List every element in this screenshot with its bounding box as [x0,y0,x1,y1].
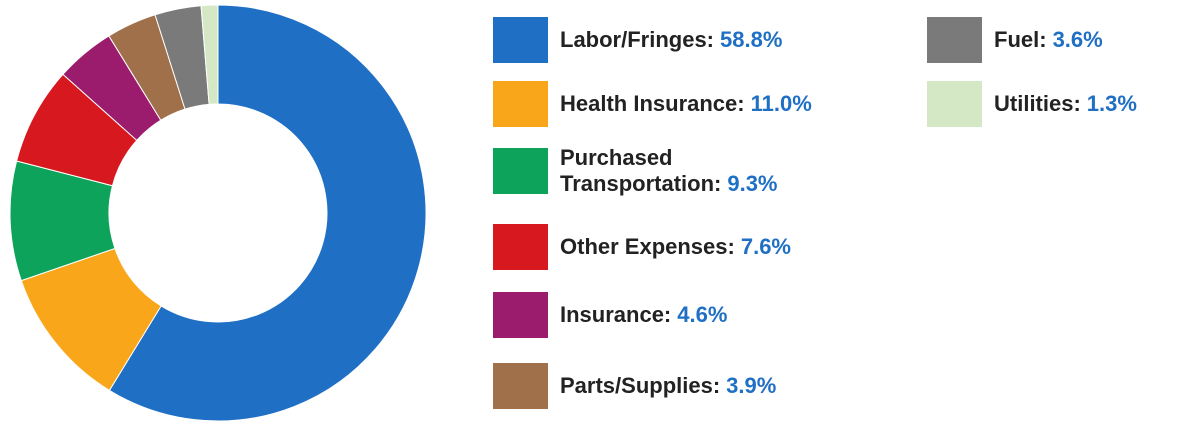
legend-label: Purchased Transportation: [560,145,722,196]
legend-value: 9.3% [727,171,778,196]
legend-text: Purchased Transportation: 9.3% [560,145,890,197]
legend-item: Fuel: 3.6% [927,17,1103,63]
legend-label: Parts/Supplies: [560,373,721,398]
legend-value: 3.9% [726,373,777,398]
legend-item: Labor/Fringes: 58.8% [493,17,782,63]
legend-item: Health Insurance: 11.0% [493,81,812,127]
legend-value: 58.8% [720,27,783,52]
legend-label: Insurance: [560,302,672,327]
legend-text: Health Insurance: 11.0% [560,91,812,117]
donut-slice [108,4,427,421]
legend-text: Labor/Fringes: 58.8% [560,27,782,53]
legend-item: Other Expenses: 7.6% [493,224,791,270]
donut-chart [9,4,427,421]
legend-label: Health Insurance: [560,91,745,116]
legend-value: 11.0% [750,91,812,116]
legend-text: Insurance: 4.6% [560,302,727,328]
donut-slice [200,4,219,105]
legend-swatch [493,17,548,63]
legend-value: 7.6% [740,234,791,259]
legend-swatch [927,81,982,127]
legend-swatch [493,292,548,338]
legend-swatch [493,363,548,409]
legend-swatch [493,224,548,270]
legend-text: Other Expenses: 7.6% [560,234,791,260]
legend-item: Utilities: 1.3% [927,81,1137,127]
legend-label: Utilities: [994,91,1081,116]
legend-value: 3.6% [1052,27,1103,52]
legend-item: Purchased Transportation: 9.3% [493,145,890,197]
legend-swatch [493,81,548,127]
legend-label: Other Expenses: [560,234,735,259]
legend-text: Utilities: 1.3% [994,91,1137,117]
legend-text: Parts/Supplies: 3.9% [560,373,776,399]
legend-label: Fuel: [994,27,1047,52]
legend-text: Fuel: 3.6% [994,27,1103,53]
legend-item: Parts/Supplies: 3.9% [493,363,776,409]
legend-item: Insurance: 4.6% [493,292,727,338]
legend-swatch [927,17,982,63]
legend-swatch [493,148,548,194]
legend-value: 1.3% [1086,91,1137,116]
legend-label: Labor/Fringes: [560,27,715,52]
legend-value: 4.6% [677,302,728,327]
